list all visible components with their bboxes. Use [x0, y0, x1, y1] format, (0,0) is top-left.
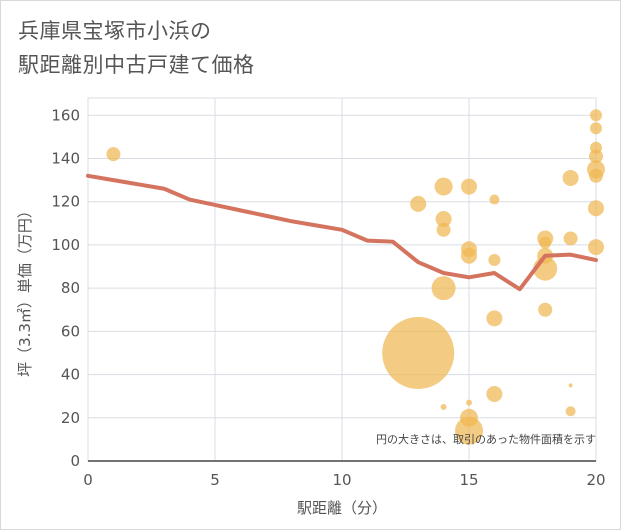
bubble-point	[410, 195, 427, 212]
y-tick-label: 100	[51, 236, 80, 254]
bubble-point	[106, 147, 121, 162]
x-axis-title: 駅距離（分）	[297, 499, 387, 517]
bubble-point	[461, 178, 477, 195]
bubble-point	[538, 302, 553, 317]
axis-layer: 0 20 40 60 80 100 120 140 160 0 5 10 15 20	[51, 106, 605, 489]
y-tick-label: 160	[51, 106, 80, 124]
line-layer	[86, 173, 598, 292]
chart-title: 兵庫県宝塚市小浜の 駅距離別中古戸建て価格	[18, 14, 255, 82]
bubble-point	[588, 239, 604, 256]
chart-title-line-1: 兵庫県宝塚市小浜の	[18, 19, 212, 43]
x-tick-label: 10	[332, 471, 351, 489]
bubble-point	[435, 211, 452, 227]
bubble-point	[436, 222, 451, 237]
bubble-size-note: 円の大きさは、取引のあった物件面積を示す	[376, 432, 596, 446]
bubble-point	[466, 399, 472, 406]
y-tick-label: 0	[70, 452, 80, 470]
y-tick-label: 140	[51, 150, 80, 168]
bubble-point	[431, 276, 456, 301]
average-price-line	[86, 173, 598, 292]
bubble-point	[434, 177, 453, 196]
y-tick-label: 120	[51, 193, 80, 211]
y-axis-title: 坪（3.3㎡）単価（万円）	[16, 203, 34, 377]
bubble-point	[382, 316, 455, 389]
bubble-point	[590, 122, 602, 135]
x-tick-label: 15	[459, 471, 478, 489]
y-tick-label: 40	[61, 366, 80, 384]
bubble-point	[588, 200, 604, 217]
bubble-point	[455, 416, 483, 445]
bubble-point	[489, 194, 500, 205]
y-tick-label: 80	[61, 279, 80, 297]
bubble-point	[486, 310, 503, 327]
bubble-point	[486, 386, 503, 403]
y-tick-label: 20	[61, 409, 80, 427]
grid-layer	[87, 97, 597, 462]
bubble-point	[440, 403, 447, 410]
bubble-point	[589, 168, 603, 183]
bubble-point	[539, 236, 552, 249]
bubble-point	[589, 149, 603, 164]
bubble-point	[562, 169, 579, 186]
bubble-point	[461, 247, 477, 264]
x-tick-label: 20	[586, 471, 605, 489]
bubble-point	[565, 406, 576, 417]
x-tick-label: 5	[210, 471, 220, 489]
bubble-point	[568, 383, 573, 388]
y-tick-label: 60	[61, 322, 80, 340]
chart-title-line-2: 駅距離別中古戸建て価格	[18, 53, 255, 77]
x-tick-label: 0	[83, 471, 93, 489]
bubble-point	[488, 254, 501, 267]
bubble-layer	[106, 109, 605, 445]
bubble-point	[590, 109, 602, 122]
bubble-point	[563, 231, 578, 246]
